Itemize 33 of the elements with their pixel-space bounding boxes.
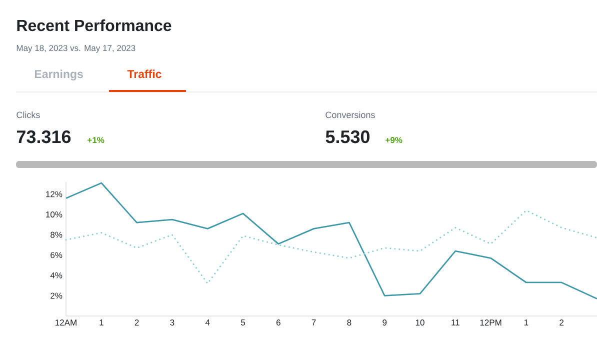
- x-tick-label: 2: [134, 320, 139, 326]
- x-tick-label: 1: [524, 320, 528, 326]
- y-tick-label: 10%: [46, 211, 62, 218]
- line-series: [65, 210, 597, 284]
- text: 73.316: [16, 130, 71, 144]
- x-tick-label: 4: [205, 320, 210, 326]
- x-tick-label: 8: [347, 320, 352, 326]
- y-tick-label: 2%: [50, 292, 62, 299]
- x-tick-label: 3: [170, 320, 174, 326]
- x-tick-label: 12AM: [56, 320, 76, 326]
- x-tick-label: 12PM: [480, 320, 502, 326]
- text: Clicks: [16, 111, 40, 118]
- y-tick-label: 6%: [50, 252, 62, 258]
- x-tick-label: 1: [100, 320, 104, 326]
- text: +1%: [88, 137, 104, 144]
- y-tick-label: 12%: [46, 191, 62, 198]
- line-series: [65, 182, 597, 300]
- text: Traffic: [127, 70, 162, 78]
- y-tick-label: 8%: [50, 232, 62, 238]
- text: Conversions: [326, 111, 375, 118]
- text: Earnings: [34, 70, 83, 80]
- x-tick-label: 9: [382, 320, 387, 326]
- x-tick-label: 2: [560, 320, 564, 326]
- chart-title: Recent Performance: [17, 19, 172, 32]
- text: +9%: [386, 137, 402, 144]
- x-tick-label: 7: [312, 320, 316, 326]
- x-tick-label: 11: [452, 320, 460, 326]
- x-tick-label: 6: [276, 320, 280, 326]
- x-tick-label: 10: [416, 320, 424, 326]
- chart-subtitle: May 18, 2023 vs. May 17, 2023: [16, 45, 136, 53]
- y-tick-label: 4%: [50, 272, 62, 278]
- x-tick-label: 5: [240, 320, 246, 326]
- text: 5.530: [326, 130, 370, 144]
